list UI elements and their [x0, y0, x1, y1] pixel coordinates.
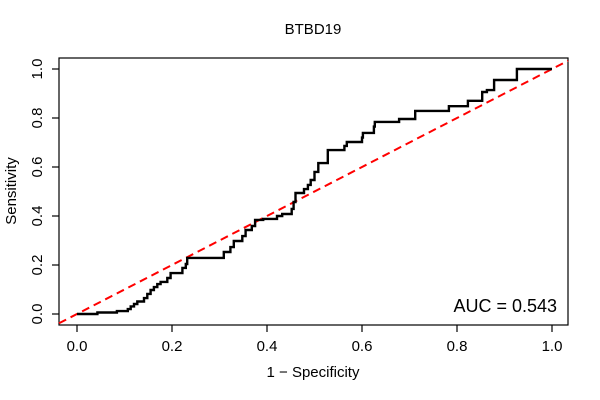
roc-curve	[77, 67, 552, 316]
x-tick-label: 0.0	[67, 338, 88, 355]
x-tick-label: 0.6	[352, 338, 373, 355]
x-tick-label: 1.0	[542, 338, 563, 355]
x-tick-label: 0.2	[162, 338, 183, 355]
y-tick-label: 0.8	[29, 108, 46, 129]
y-tick-label: 0.6	[29, 157, 46, 178]
plot-title: BTBD19	[285, 21, 342, 38]
reference-diagonal-line	[58, 59, 569, 325]
y-tick-label: 0.4	[29, 206, 46, 227]
x-axis-label: 1 − Specificity	[267, 364, 360, 381]
plot-generated-layer: 0.0 0.2 0.4 0.6 0.8 1.0 0.0 0.2 0.4 0.6 0.8 1.0	[29, 57, 569, 355]
plot-box	[58, 57, 569, 326]
y-tick-label: 0.2	[29, 255, 46, 276]
y-tick-label: 1.0	[29, 59, 46, 80]
y-axis-label: Sensitivity	[3, 157, 20, 225]
auc-annotation: AUC = 0.543	[453, 296, 557, 316]
x-tick-label: 0.8	[447, 338, 468, 355]
y-tick-label: 0.0	[29, 304, 46, 325]
x-tick-label: 0.4	[257, 338, 278, 355]
